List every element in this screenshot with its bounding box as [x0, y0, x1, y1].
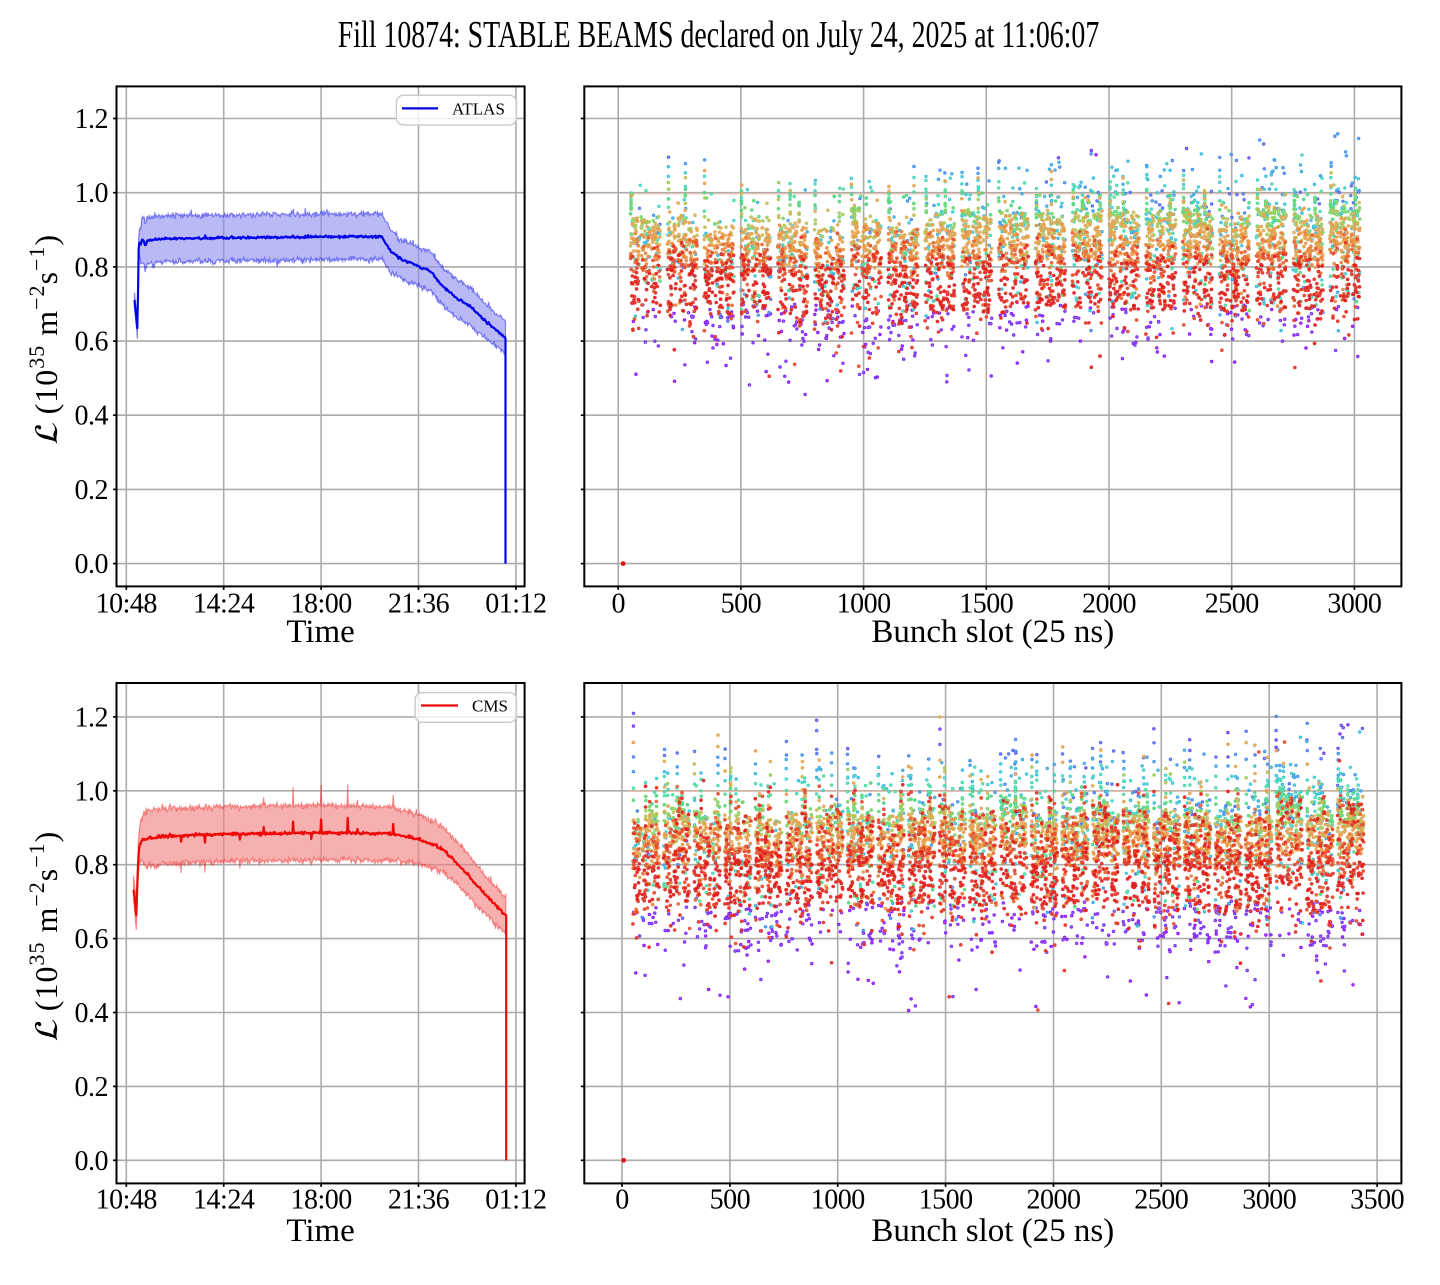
svg-text:18:00: 18:00 — [290, 1184, 351, 1215]
svg-text:0.4: 0.4 — [75, 401, 109, 432]
svg-text:1500: 1500 — [919, 1184, 973, 1215]
svg-text:18:00: 18:00 — [290, 589, 351, 620]
svg-text:0: 0 — [611, 589, 625, 620]
svg-text:500: 500 — [721, 589, 762, 620]
svg-text:3000: 3000 — [1327, 589, 1381, 620]
svg-text:CMS: CMS — [472, 697, 508, 716]
svg-text:0.8: 0.8 — [75, 252, 109, 283]
svg-text:1.0: 1.0 — [75, 776, 109, 807]
svg-text:ATLAS: ATLAS — [452, 100, 505, 119]
svg-text:1500: 1500 — [959, 589, 1013, 620]
svg-text:3000: 3000 — [1242, 1184, 1296, 1215]
svg-text:0.2: 0.2 — [75, 1072, 109, 1103]
svg-text:1000: 1000 — [811, 1184, 865, 1215]
svg-text:Fill 10874: STABLE BEAMS decla: Fill 10874: STABLE BEAMS declared on Jul… — [338, 14, 1100, 56]
svg-text:0.6: 0.6 — [75, 924, 109, 955]
svg-text:0.0: 0.0 — [75, 1146, 109, 1177]
svg-text:1.2: 1.2 — [75, 104, 109, 135]
svg-text:0.2: 0.2 — [75, 475, 109, 506]
svg-text:1.2: 1.2 — [75, 702, 109, 733]
svg-text:0: 0 — [615, 1184, 629, 1215]
svg-text:0.4: 0.4 — [75, 998, 109, 1029]
svg-text:Bunch slot (25 ns): Bunch slot (25 ns) — [871, 614, 1114, 650]
svg-text:Time: Time — [286, 614, 354, 650]
svg-text:2000: 2000 — [1027, 1184, 1081, 1215]
svg-text:3500: 3500 — [1350, 1184, 1404, 1215]
svg-text:21:36: 21:36 — [388, 589, 450, 620]
svg-text:10:48: 10:48 — [96, 589, 157, 620]
svg-text:2500: 2500 — [1205, 589, 1259, 620]
svg-text:Bunch slot (25 ns): Bunch slot (25 ns) — [871, 1213, 1114, 1249]
svg-text:1.0: 1.0 — [75, 178, 109, 209]
svg-text:14:24: 14:24 — [193, 1184, 255, 1215]
svg-text:2000: 2000 — [1082, 589, 1136, 620]
svg-text:Time: Time — [286, 1213, 354, 1249]
svg-text:0.6: 0.6 — [75, 327, 109, 358]
svg-text:500: 500 — [710, 1184, 751, 1215]
svg-text:21:36: 21:36 — [388, 1184, 450, 1215]
svg-text:14:24: 14:24 — [193, 589, 255, 620]
svg-text:1000: 1000 — [837, 589, 891, 620]
svg-text:01:12: 01:12 — [485, 1184, 546, 1215]
svg-text:10:48: 10:48 — [96, 1184, 157, 1215]
svg-text:0.8: 0.8 — [75, 850, 109, 881]
svg-text:0.0: 0.0 — [75, 549, 109, 580]
svg-text:01:12: 01:12 — [485, 589, 546, 620]
svg-text:2500: 2500 — [1134, 1184, 1188, 1215]
